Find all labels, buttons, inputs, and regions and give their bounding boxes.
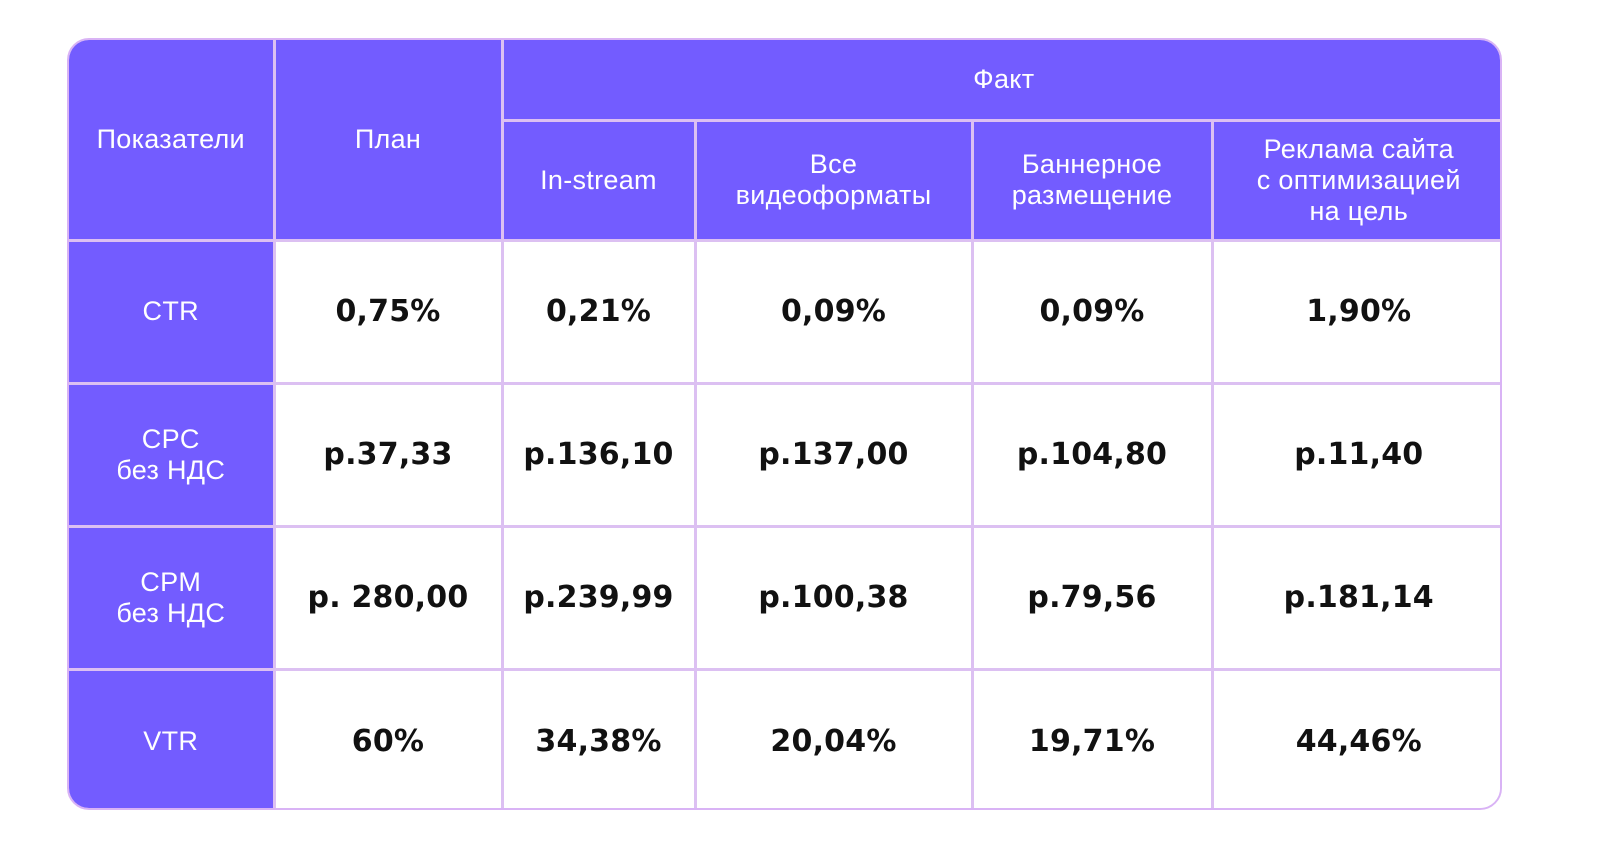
cell-vtr-all-video: 20,04% (693, 667, 974, 808)
cell-cpm-all-video: р.100,38 (693, 524, 974, 671)
row-label-cpc: CPC без НДС (69, 381, 276, 528)
cell-vtr-site-ads: 44,46% (1210, 667, 1500, 808)
header-banner: Баннерное размещение (970, 118, 1214, 240)
header-all-video-line-2: видеоформаты (735, 180, 932, 210)
cell-cpc-plan: р.37,33 (272, 381, 504, 528)
header-indicators: Показатели (69, 40, 276, 242)
row-label-vtr: VTR (69, 667, 276, 808)
header-banner-line-2: размещение (1011, 180, 1173, 210)
cell-ctr-instream: 0,21% (500, 238, 697, 385)
header-site-ads-line-2: с оптимизацией (1256, 164, 1461, 195)
row-label-ctr: CTR (69, 240, 276, 385)
row-label-line: CTR (142, 296, 199, 326)
cell-vtr-banner: 19,71% (970, 667, 1214, 808)
header-banner-line-1: Баннерное (1021, 149, 1163, 179)
table-row-cpc: CPC без НДС р.37,33 р.136,10 р.137,00 р.… (69, 381, 1500, 528)
row-label-line: CPC (141, 423, 200, 454)
metrics-table-container: Показатели План Факт In-stream Все видео… (67, 38, 1502, 810)
cell-cpm-instream: р.239,99 (500, 524, 697, 671)
table-row-cpm: CPM без НДС р. 280,00 р.239,99 р.100,38 … (69, 524, 1500, 671)
cell-cpm-plan: р. 280,00 (272, 524, 504, 671)
header-all-video: Все видеоформаты (693, 118, 974, 240)
table-row-ctr: CTR 0,75% 0,21% 0,09% 0,09% 1,90% (69, 238, 1500, 385)
row-label-cpm: CPM без НДС (69, 524, 276, 671)
cell-cpc-instream: р.136,10 (500, 381, 697, 528)
row-label-line: без НДС (116, 597, 226, 628)
table-row-vtr: VTR 60% 34,38% 20,04% 19,71% 44,46% (69, 667, 1500, 808)
header-site-ads-line-1: Реклама сайта (1263, 133, 1454, 164)
cell-cpm-banner: р.79,56 (970, 524, 1214, 671)
cell-cpm-site-ads: р.181,14 (1210, 524, 1500, 671)
cell-cpc-site-ads: р.11,40 (1210, 381, 1500, 528)
row-label-line: CPM (140, 566, 202, 597)
cell-ctr-all-video: 0,09% (693, 238, 974, 385)
cell-ctr-plan: 0,75% (272, 238, 504, 385)
row-label-line: VTR (143, 725, 199, 756)
header-site-ads: Реклама сайта с оптимизацией на цель (1210, 118, 1500, 240)
header-instream-line: In-stream (540, 164, 657, 195)
metrics-table: Показатели План Факт In-stream Все видео… (69, 40, 1500, 808)
cell-cpc-banner: р.104,80 (970, 381, 1214, 528)
cell-ctr-site-ads: 1,90% (1210, 238, 1500, 385)
row-label-line: без НДС (116, 454, 226, 485)
header-all-video-line-1: Все (809, 149, 858, 179)
cell-vtr-plan: 60% (272, 667, 504, 808)
header-plan: План (272, 40, 504, 242)
cell-ctr-banner: 0,09% (970, 238, 1214, 385)
cell-cpc-all-video: р.137,00 (693, 381, 974, 528)
header-instream: In-stream (502, 118, 697, 240)
cell-vtr-instream: 34,38% (500, 667, 697, 808)
header-site-ads-line-3: на цель (1309, 195, 1409, 226)
header-fact: Факт (500, 40, 1500, 122)
